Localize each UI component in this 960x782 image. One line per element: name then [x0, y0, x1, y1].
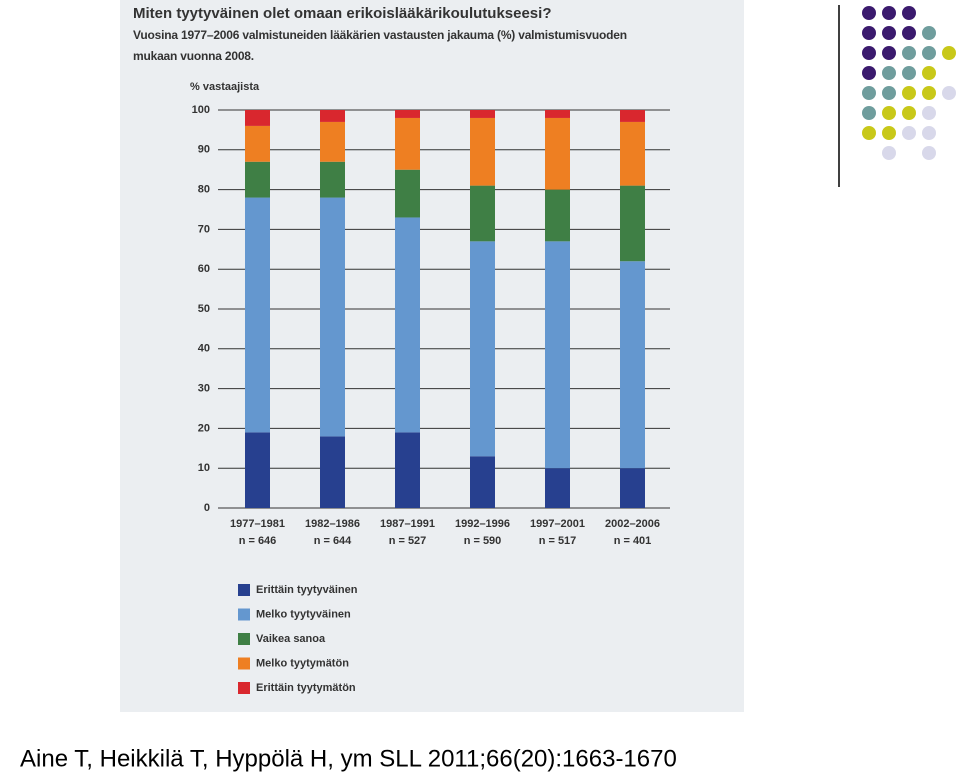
x-tick-label: 2002–2006	[605, 518, 660, 530]
bar-segment	[545, 189, 570, 242]
chart-subtitle: Vuosina 1977–2006 valmistuneiden lääkäri…	[133, 28, 627, 42]
legend-swatch	[238, 584, 250, 596]
bar-segment	[395, 217, 420, 433]
bar-segment	[545, 468, 570, 508]
bar-segment	[620, 261, 645, 469]
y-tick-label: 100	[192, 104, 210, 116]
x-tick-label: 1977–1981	[230, 518, 285, 530]
legend-label: Erittäin tyytyväinen	[256, 584, 358, 596]
y-tick-label: 0	[204, 502, 210, 514]
chart-title: Miten tyytyväinen olet omaan erikoislääk…	[133, 5, 551, 22]
bar-segment	[470, 241, 495, 457]
bar-segment	[395, 432, 420, 508]
bar-segment	[395, 117, 420, 170]
legend-label: Erittäin tyytymätön	[256, 682, 356, 694]
legend-label: Melko tyytymätön	[256, 657, 349, 669]
y-tick-label: 30	[198, 383, 210, 395]
bar-segment	[470, 110, 495, 118]
x-tick-note: n = 590	[464, 535, 502, 547]
chart-subtitle: mukaan vuonna 2008.	[133, 49, 254, 63]
legend-swatch	[238, 657, 250, 670]
legend-swatch	[238, 608, 250, 621]
x-tick-label: 1987–1991	[380, 518, 435, 530]
y-tick-label: 60	[198, 263, 210, 275]
y-tick-label: 80	[198, 184, 210, 196]
bar-segment	[320, 121, 345, 162]
bar-segment	[470, 456, 495, 508]
decoration	[838, 5, 956, 187]
legend-swatch	[238, 633, 250, 645]
y-tick-label: 70	[198, 223, 210, 235]
bar-segment	[320, 197, 345, 437]
bar-segment	[320, 110, 345, 122]
legend-label: Vaikea sanoa	[256, 633, 326, 645]
x-tick-label: 1982–1986	[305, 518, 360, 530]
x-tick-label: 1992–1996	[455, 518, 510, 530]
x-tick-note: n = 646	[239, 535, 277, 547]
bar-segment	[620, 185, 645, 262]
y-tick-label: 40	[198, 343, 210, 355]
bar-segment	[545, 110, 570, 118]
x-tick-note: n = 517	[539, 535, 577, 547]
bar-segment	[245, 197, 270, 433]
bar-segment	[245, 125, 270, 162]
x-tick-label: 1997–2001	[530, 518, 585, 530]
bar-segment	[470, 117, 495, 186]
caption: Aine T, Heikkilä T, Hyppölä H, ym SLL 20…	[20, 745, 677, 772]
x-tick-note: n = 527	[389, 535, 427, 547]
bar-segment	[395, 169, 420, 218]
bar-segment	[545, 241, 570, 469]
bar-segment	[320, 161, 345, 198]
bar-segment	[395, 110, 420, 118]
y-tick-label: 20	[198, 422, 210, 434]
y-tick-label: 90	[198, 144, 210, 156]
legend-label: Melko tyytyväinen	[256, 608, 351, 620]
bar-segment	[620, 468, 645, 508]
bar-segment	[620, 110, 645, 122]
bar-segment	[545, 117, 570, 190]
bar-segment	[320, 436, 345, 508]
bar-segment	[470, 185, 495, 242]
y-tick-label: 10	[198, 462, 210, 474]
bar-segment	[245, 161, 270, 198]
bar-segment	[620, 121, 645, 186]
bar-segment	[245, 432, 270, 508]
legend-swatch	[238, 682, 250, 694]
y-axis-label: % vastaajista	[190, 81, 260, 93]
y-tick-label: 50	[198, 303, 210, 315]
x-tick-note: n = 401	[614, 535, 652, 547]
chart-background	[120, 0, 744, 712]
bar-segment	[245, 110, 270, 126]
x-tick-note: n = 644	[314, 535, 352, 547]
